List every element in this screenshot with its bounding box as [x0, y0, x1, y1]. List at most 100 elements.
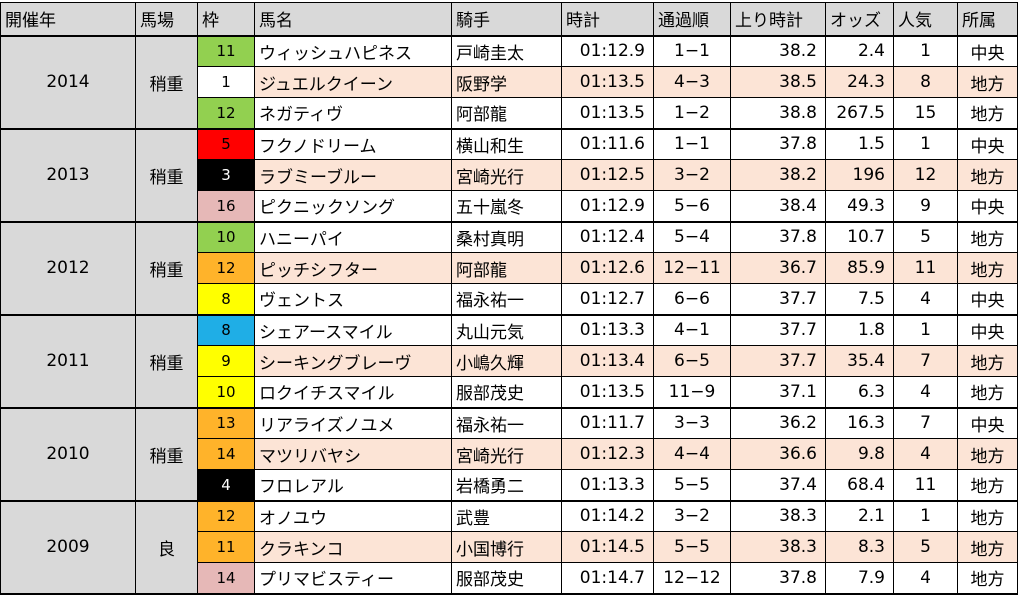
last-time-cell: 38.4 — [730, 190, 826, 223]
horse-name-cell: リアライズノユメ — [254, 407, 452, 439]
last-time-cell: 38.3 — [730, 531, 826, 563]
table-row: 2013 稍重 5 フクノドリーム 横山和生 01:11.6 1−1 37.8 1.5 1 中央 — [0, 128, 1018, 223]
time-cell: 01:14.5 — [561, 531, 654, 563]
last-time-cell: 36.7 — [730, 252, 826, 284]
jockey-cell: 横山和生 — [451, 128, 562, 160]
popularity-cell: 1 — [893, 128, 958, 160]
last-time-cell: 38.2 — [730, 159, 826, 191]
horse-name-cell: オノユウ — [254, 500, 452, 532]
time-cell: 01:13.3 — [561, 314, 654, 346]
jockey-cell: 阿部龍 — [451, 97, 562, 130]
time-cell: 01:13.5 — [561, 66, 654, 98]
last-time-cell: 37.7 — [730, 345, 826, 377]
horse-name-cell: ロクイチスマイル — [254, 376, 452, 409]
track-condition-cell: 稍重 — [135, 407, 198, 502]
header-track-condition: 馬場 — [135, 2, 198, 37]
horse-name-cell: ジュエルクイーン — [254, 66, 452, 98]
jockey-cell: 服部茂史 — [451, 562, 562, 595]
time-cell: 01:14.2 — [561, 500, 654, 532]
affiliation-cell: 中央 — [957, 314, 1018, 346]
passing-order-cell: 12−11 — [653, 252, 731, 284]
year-cell: 2010 — [0, 407, 136, 502]
passing-order-cell: 4−4 — [653, 438, 731, 470]
frame-cell: 16 — [197, 190, 255, 223]
jockey-cell: 福永祐一 — [451, 407, 562, 439]
affiliation-cell: 地方 — [957, 500, 1018, 532]
header-time: 時計 — [561, 2, 654, 37]
header-jockey: 騎手 — [451, 2, 562, 37]
popularity-cell: 1 — [893, 314, 958, 346]
jockey-cell: 服部茂史 — [451, 376, 562, 409]
odds-cell: 8.3 — [825, 531, 894, 563]
jockey-cell: 武豊 — [451, 500, 562, 532]
passing-order-cell: 11−9 — [653, 376, 731, 409]
time-cell: 01:13.5 — [561, 97, 654, 130]
affiliation-cell: 中央 — [957, 190, 1018, 223]
last-time-cell: 37.8 — [730, 221, 826, 253]
passing-order-cell: 1−2 — [653, 97, 731, 130]
time-cell: 01:13.5 — [561, 376, 654, 409]
jockey-cell: 桑村真明 — [451, 221, 562, 253]
track-condition-cell: 稍重 — [135, 314, 198, 409]
jockey-cell: 岩橋勇二 — [451, 469, 562, 502]
table-row: 14 プリマビスティー 服部茂史 01:14.7 12−12 37.8 7.9 4 地方 — [1, 562, 1018, 595]
popularity-cell: 9 — [893, 190, 958, 223]
passing-order-cell: 4−1 — [653, 314, 731, 346]
year-cell: 2012 — [0, 221, 136, 316]
affiliation-cell: 地方 — [957, 159, 1018, 191]
affiliation-cell: 中央 — [957, 283, 1018, 316]
odds-cell: 9.8 — [825, 438, 894, 470]
odds-cell: 267.5 — [825, 97, 894, 130]
passing-order-cell: 4−3 — [653, 66, 731, 98]
passing-order-cell: 1−1 — [653, 35, 731, 67]
affiliation-cell: 中央 — [957, 407, 1018, 439]
time-cell: 01:11.6 — [561, 128, 654, 160]
popularity-cell: 5 — [893, 221, 958, 253]
table-row: 16 ピクニックソング 五十嵐冬 01:12.9 5−6 38.4 49.3 9 中央 — [1, 190, 1018, 223]
affiliation-cell: 地方 — [957, 438, 1018, 470]
header-frame: 枠 — [197, 2, 255, 37]
horse-name-cell: シェアースマイル — [254, 314, 452, 346]
odds-cell: 10.7 — [825, 221, 894, 253]
popularity-cell: 1 — [893, 500, 958, 532]
affiliation-cell: 中央 — [957, 128, 1018, 160]
popularity-cell: 5 — [893, 531, 958, 563]
time-cell: 01:11.7 — [561, 407, 654, 439]
last-time-cell: 38.8 — [730, 97, 826, 130]
passing-order-cell: 5−5 — [653, 469, 731, 502]
header-affiliation: 所属 — [957, 2, 1018, 37]
frame-cell: 3 — [197, 159, 255, 191]
horse-name-cell: シーキングブレーヴ — [254, 345, 452, 377]
frame-cell: 8 — [197, 283, 255, 316]
odds-cell: 2.4 — [825, 35, 894, 67]
last-time-cell: 37.7 — [730, 283, 826, 316]
affiliation-cell: 中央 — [957, 35, 1018, 67]
frame-cell: 5 — [197, 128, 255, 160]
jockey-cell: 戸崎圭太 — [451, 35, 562, 67]
track-condition-cell: 稍重 — [135, 128, 198, 223]
popularity-cell: 11 — [893, 469, 958, 502]
time-cell: 01:12.6 — [561, 252, 654, 284]
track-condition-cell: 稍重 — [135, 221, 198, 316]
popularity-cell: 1 — [893, 35, 958, 67]
odds-cell: 2.1 — [825, 500, 894, 532]
table-row: 14 マツリバヤシ 宮崎光行 01:12.3 4−4 36.6 9.8 4 地方 — [1, 438, 1018, 470]
frame-cell: 12 — [197, 97, 255, 130]
jockey-cell: 五十嵐冬 — [451, 190, 562, 223]
header-passing-order: 通過順 — [653, 2, 731, 37]
affiliation-cell: 地方 — [957, 221, 1018, 253]
affiliation-cell: 地方 — [957, 66, 1018, 98]
time-cell: 01:14.7 — [561, 562, 654, 595]
table-row: 12 ネガティヴ 阿部龍 01:13.5 1−2 38.8 267.5 15 地方 — [1, 97, 1018, 130]
frame-cell: 11 — [197, 35, 255, 67]
frame-cell: 13 — [197, 407, 255, 439]
header-popularity: 人気 — [893, 2, 958, 37]
jockey-cell: 小国博行 — [451, 531, 562, 563]
time-cell: 01:13.3 — [561, 469, 654, 502]
time-cell: 01:12.3 — [561, 438, 654, 470]
horse-name-cell: ピッチシフター — [254, 252, 452, 284]
last-time-cell: 37.1 — [730, 376, 826, 409]
odds-cell: 85.9 — [825, 252, 894, 284]
last-time-cell: 36.2 — [730, 407, 826, 439]
